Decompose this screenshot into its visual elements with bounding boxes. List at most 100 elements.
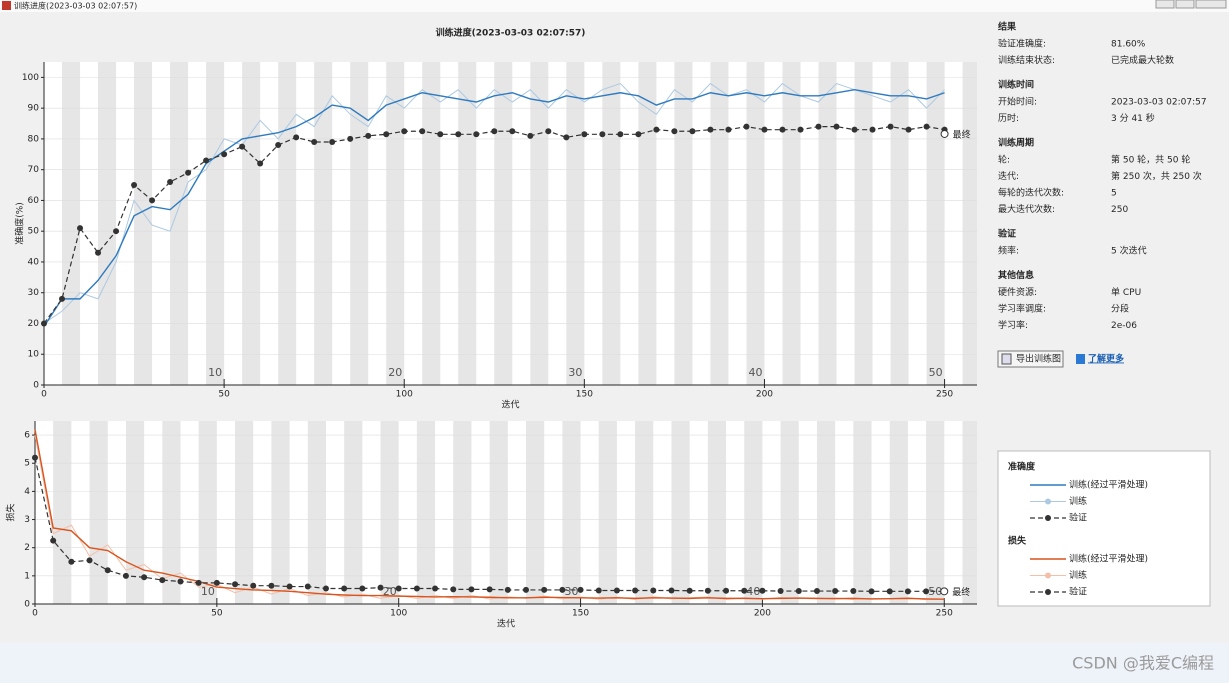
title-bar <box>0 0 1229 12</box>
data-point <box>185 169 192 176</box>
data-point <box>923 588 930 595</box>
data-point <box>723 587 730 594</box>
info-value: 2e-06 <box>1111 321 1137 331</box>
data-point <box>886 588 893 595</box>
epoch-band <box>198 421 217 604</box>
data-point <box>455 131 462 138</box>
epoch-band <box>170 62 189 385</box>
minimize-button[interactable] <box>1155 0 1175 9</box>
data-point <box>131 182 138 189</box>
data-point <box>599 131 606 138</box>
data-point <box>41 320 47 327</box>
data-point <box>923 123 930 130</box>
data-point <box>304 583 311 590</box>
x-axis-label: 迭代 <box>501 399 519 411</box>
data-point <box>104 567 111 574</box>
y-tick-label: 10 <box>28 350 40 360</box>
info-value: 已完成最大轮数 <box>1111 54 1174 66</box>
x-tick-label: 250 <box>936 609 953 619</box>
series-line <box>43 88 945 327</box>
info-label: 验证准确度: <box>998 38 1046 50</box>
data-point <box>581 131 588 138</box>
data-point <box>833 123 840 130</box>
data-point <box>293 134 300 141</box>
epoch-band <box>98 62 117 385</box>
status-bar <box>0 643 1229 683</box>
info-label: 频率: <box>998 245 1019 257</box>
data-point <box>221 151 228 158</box>
y-tick-label: 2 <box>24 543 30 553</box>
data-point <box>632 587 639 594</box>
data-point <box>850 588 857 595</box>
epoch-band <box>380 421 399 604</box>
epoch-tick-label: 30 <box>568 366 582 379</box>
export-button-label[interactable]: 导出训练图 <box>1016 353 1061 365</box>
epoch-band <box>416 421 436 604</box>
data-point <box>286 583 293 590</box>
epoch-band <box>53 421 72 604</box>
x-tick-label: 0 <box>32 609 38 619</box>
info-value: 81.60% <box>1111 40 1146 50</box>
export-icon <box>1001 353 1012 365</box>
epoch-band <box>710 62 729 385</box>
data-point <box>113 228 120 235</box>
learn-more-link[interactable]: 了解更多 <box>1088 353 1124 365</box>
epoch-band <box>242 62 261 385</box>
final-point <box>940 587 949 596</box>
epoch-tick-label: 10 <box>201 585 215 598</box>
data-point <box>868 588 875 595</box>
epoch-band <box>890 62 909 385</box>
epoch-band <box>926 421 945 604</box>
data-point <box>545 128 552 135</box>
y-axis-label: 损失 <box>5 503 17 521</box>
data-point <box>653 126 660 133</box>
data-point <box>468 586 475 593</box>
data-point <box>203 157 210 164</box>
epoch-band <box>962 62 977 385</box>
window-title: 训练进度(2023-03-03 02:07:57) <box>14 1 137 11</box>
export-button[interactable] <box>997 350 1064 368</box>
data-point <box>869 126 876 133</box>
y-tick-label: 80 <box>28 134 40 144</box>
y-tick-label: 40 <box>28 257 40 267</box>
legend-title: 准确度 <box>1008 461 1036 473</box>
data-point <box>122 572 129 579</box>
info-label: 每轮的迭代次数: <box>998 187 1064 199</box>
info-value: 分段 <box>1111 303 1129 315</box>
section-title: 结果 <box>998 21 1017 33</box>
epoch-band <box>125 421 145 604</box>
section-title: 训练周期 <box>998 137 1034 149</box>
data-point <box>509 128 516 135</box>
data-point <box>167 178 174 185</box>
data-point <box>832 588 839 595</box>
maximize-button[interactable] <box>1175 0 1195 9</box>
x-tick-label: 0 <box>41 390 47 400</box>
epoch-band <box>314 62 333 385</box>
y-tick-label: 60 <box>28 196 40 206</box>
data-point <box>704 587 711 594</box>
x-tick-label: 50 <box>211 609 223 619</box>
epoch-band <box>344 421 363 604</box>
close-button[interactable] <box>1195 0 1227 9</box>
data-point <box>743 123 750 130</box>
info-label: 学习率: <box>998 319 1028 331</box>
y-tick-label: 5 <box>24 459 30 469</box>
data-point <box>232 581 239 588</box>
x-tick-label: 200 <box>754 609 771 619</box>
y-tick-label: 30 <box>28 288 40 298</box>
series-line <box>34 429 945 600</box>
data-point <box>419 128 426 135</box>
data-point <box>59 295 66 302</box>
data-point <box>50 537 57 544</box>
y-axis-label: 准确度(%) <box>14 202 26 245</box>
info-value: 5 <box>1111 189 1117 199</box>
data-point <box>377 584 384 591</box>
info-value: 5 次迭代 <box>1111 245 1147 257</box>
epoch-tick-label: 40 <box>748 366 762 379</box>
data-point <box>322 585 329 592</box>
y-tick-label: 90 <box>28 104 40 114</box>
y-tick-label: 4 <box>24 487 30 497</box>
epoch-band <box>350 62 369 385</box>
x-tick-label: 150 <box>572 609 589 619</box>
